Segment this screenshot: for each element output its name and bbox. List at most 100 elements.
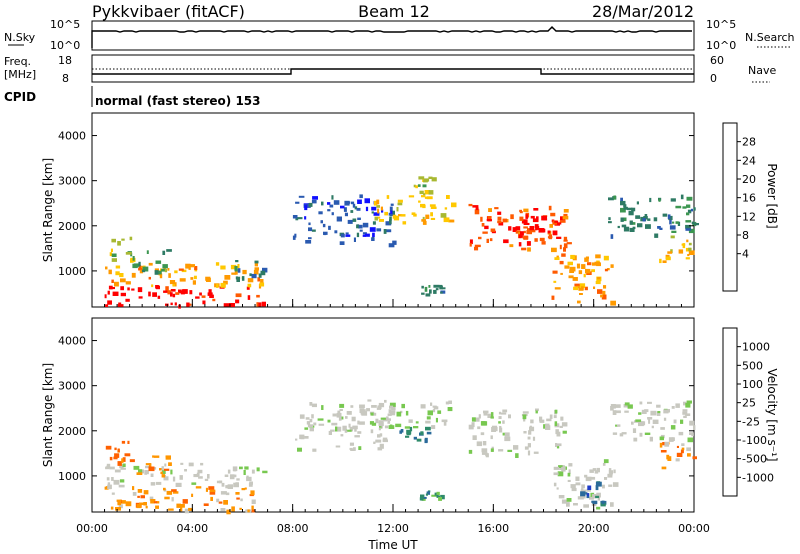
power-data-cell: [328, 225, 331, 230]
power-data-cell: [518, 231, 521, 236]
power-data-cell: [595, 281, 601, 285]
power-data-cell: [305, 240, 312, 244]
power-data-cell: [195, 296, 200, 299]
velocity-data-cell: [656, 411, 661, 416]
power-data-cell: [662, 213, 668, 217]
velocity-data-cell: [387, 421, 391, 424]
power-data-cell: [161, 268, 167, 272]
power-region: [234, 260, 268, 282]
power-data-cell: [682, 243, 686, 249]
velocity-data-cell: [354, 435, 360, 438]
velocity-data-cell: [498, 416, 502, 419]
velocity-data-cell: [168, 462, 172, 466]
velocity-data-cell: [662, 442, 665, 446]
velocity-data-cell: [515, 453, 519, 458]
velocity-data-cell: [615, 410, 621, 414]
velocity-data-cell: [163, 476, 169, 481]
power-data-cell: [444, 207, 448, 210]
velocity-data-cell: [379, 433, 383, 437]
power-data-cell: [603, 255, 609, 261]
power-data-cell: [321, 201, 324, 206]
power-data-cell: [223, 303, 230, 307]
velocity-data-cell: [471, 417, 476, 422]
velocity-data-cell: [564, 466, 567, 470]
velocity-data-cell: [632, 428, 637, 433]
power-data-cell: [418, 200, 421, 203]
power-data-cell: [148, 276, 151, 280]
power-data-cell: [249, 273, 252, 277]
velocity-data-cell: [545, 423, 550, 426]
power-data-cell: [257, 302, 262, 307]
velocity-data-cell: [114, 453, 120, 458]
nave-label: Nave: [748, 64, 776, 77]
velocity-data-cell: [689, 432, 694, 435]
power-data-cell: [422, 221, 427, 225]
power-data-cell: [364, 233, 370, 237]
power-data-cell: [428, 176, 433, 179]
power-data-cell: [559, 260, 564, 265]
power-data-cell: [194, 266, 198, 271]
velocity-data-cell: [170, 469, 173, 475]
power-data-cell: [430, 206, 437, 209]
power-data-cell: [665, 256, 671, 261]
power-data-cell: [530, 215, 535, 219]
velocity-data-cell: [318, 423, 325, 426]
velocity-data-cell: [127, 440, 130, 444]
power-data-cell: [451, 202, 457, 208]
velocity-data-cell: [307, 424, 313, 428]
velocity-data-cell: [172, 491, 179, 494]
power-data-cell: [129, 236, 133, 241]
velocity-data-cell: [196, 472, 200, 477]
power-data-cell: [111, 253, 117, 257]
time-tick-label: 00:00: [76, 522, 108, 535]
power-data-cell: [308, 222, 311, 226]
power-data-cell: [446, 195, 450, 199]
power-data-cell: [429, 204, 436, 207]
velocity-data-cell: [164, 463, 167, 467]
power-data-cell: [539, 237, 545, 242]
power-data-cell: [216, 284, 219, 288]
velocity-data-cell: [348, 423, 351, 428]
velocity-data-cell: [328, 430, 332, 435]
power-colorbar-tick-label: 4: [742, 248, 749, 261]
velocity-data-cell: [587, 485, 592, 490]
velocity-data-cell: [490, 412, 494, 417]
power-data-cell: [667, 214, 671, 220]
power-data-cell: [686, 239, 689, 243]
velocity-data-cell: [651, 425, 654, 429]
velocity-data-cell: [121, 458, 124, 463]
velocity-data-cell: [251, 505, 254, 510]
velocity-data-cell: [413, 426, 419, 429]
power-data-cell: [365, 206, 369, 212]
velocity-data-cell: [527, 436, 531, 440]
velocity-data-cell: [184, 469, 187, 472]
velocity-data-cell: [490, 435, 493, 440]
power-data-cell: [235, 260, 239, 263]
velocity-data-cell: [610, 502, 614, 507]
velocity-data-cell: [682, 411, 688, 415]
power-data-cell: [584, 257, 589, 262]
velocity-data-cell: [235, 482, 239, 487]
power-data-cell: [680, 194, 684, 200]
power-colorbar-frame: [722, 122, 738, 292]
power-data-cell: [352, 203, 356, 208]
power-y-tick-label: 3000: [58, 175, 86, 188]
velocity-data-cell: [370, 429, 374, 434]
velocity-data-cell: [681, 443, 685, 446]
power-data-cell: [533, 208, 539, 211]
velocity-data-cell: [399, 430, 402, 434]
time-tick-label: 00:00: [678, 522, 710, 535]
velocity-data-cell: [689, 420, 695, 426]
velocity-data-cell: [379, 424, 382, 429]
power-data-cell: [132, 256, 135, 261]
power-data-cell: [523, 226, 528, 229]
velocity-data-cell: [592, 494, 597, 499]
power-data-cell: [430, 217, 436, 220]
velocity-data-cell: [205, 487, 208, 492]
power-data-cell: [345, 234, 351, 237]
power-data-cell: [675, 205, 682, 209]
power-data-cell: [118, 302, 122, 306]
power-data-cell: [523, 208, 529, 213]
velocity-data-cell: [420, 431, 424, 436]
velocity-data-cell: [570, 484, 576, 489]
